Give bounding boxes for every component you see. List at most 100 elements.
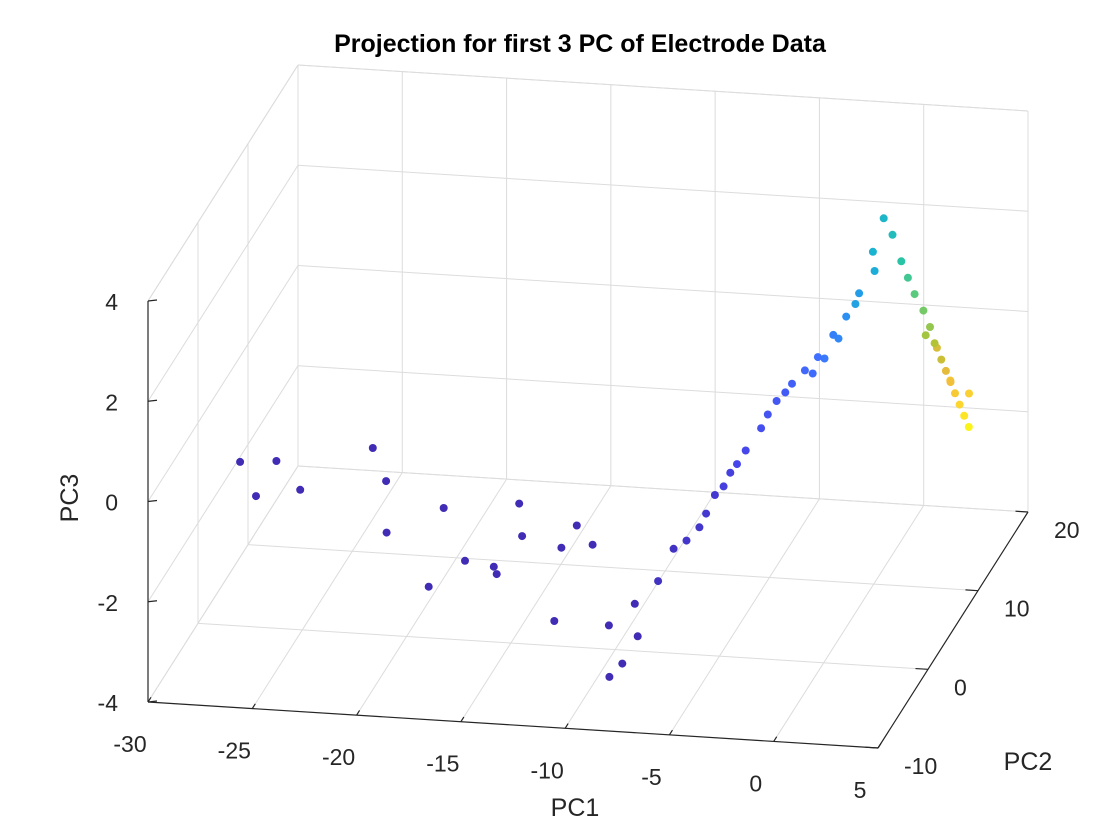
grid-line-side-z [147,365,299,603]
x-tick-mark [251,703,256,709]
x-tick-mark [147,696,152,703]
data-point [921,331,930,340]
data-point [937,355,946,364]
x-tick-label: -25 [218,738,251,764]
y-tick-label: 0 [954,674,967,700]
x-tick-label: 0 [749,770,762,796]
z-tick-label: 0 [105,490,118,516]
grid-line-side-z [147,265,299,502]
data-point [946,378,955,387]
data-point [654,577,663,586]
data-point [781,388,790,397]
data-point [820,354,829,363]
x-tick-label: -5 [641,764,661,790]
data-point [461,556,469,565]
y-tick-mark [865,746,879,749]
x-tick-label: -30 [113,731,146,757]
data-point [951,389,959,398]
z-tick-mark [147,399,158,402]
data-point [605,672,614,681]
x-tick-mark [877,742,882,749]
data-point [633,632,642,641]
data-point [772,397,781,405]
x-axis-line [147,701,879,749]
z-tick-mark [147,700,158,703]
grid-line-floor-x [564,492,716,729]
data-point [550,617,559,625]
data-point [733,460,741,469]
data-point [829,330,838,339]
data-point [800,366,809,375]
data-point [741,446,750,455]
grid-line-side-z [147,164,299,402]
y-tick-mark [1015,510,1029,513]
data-point [955,400,964,409]
data-point [763,410,772,419]
axis-layer [147,299,1029,749]
z-tick-mark [147,299,158,302]
grid-line-floor-y [197,622,929,670]
data-point [930,339,939,348]
grid-line-floor-x [773,505,925,742]
data-point [272,457,281,465]
grid-line-side-z [147,465,299,703]
z-tick-label: 4 [105,289,118,315]
y-tick-label: 20 [1054,517,1080,543]
grid-line-floor-x [669,498,820,736]
data-point [965,389,973,398]
grid-layer [147,64,1029,749]
data-point [726,468,735,477]
y-tick-label: 10 [1004,596,1030,622]
data-point [702,509,711,518]
x-tick-label: 5 [854,777,867,803]
data-point [669,544,678,553]
data-point [557,543,566,552]
grid-line-back-z [297,265,1029,312]
z-tick-mark [147,600,158,603]
data-point [855,289,864,298]
data-point [919,306,928,315]
data-point [888,230,897,239]
data-point [489,562,498,571]
grid-line-back-z [297,164,1029,212]
grid-line-floor-x [356,478,507,716]
data-point [757,424,766,433]
data-point [604,621,613,630]
x-tick-label: -15 [426,751,459,777]
y-tick-label: -10 [904,753,937,779]
data-point [518,532,527,541]
chart-title: Projection for first 3 PC of Electrode D… [334,30,827,58]
x-tick-mark [460,716,465,723]
data-point [870,267,879,275]
data-point [682,536,691,545]
z-tick-mark [147,499,158,503]
data-point [588,540,597,549]
box-edge-top-side [147,64,299,302]
data-point [424,582,433,591]
y-tick-mark [915,667,929,670]
z-tick-label: -2 [98,590,118,616]
data-point [382,528,391,537]
data-point [492,570,501,579]
data-point [368,444,377,452]
x-tick-mark [564,723,569,729]
data-point [618,659,627,668]
z-tick-label: 2 [105,389,118,415]
data-point [710,491,719,499]
data-point [382,477,391,486]
data-point [236,457,245,466]
data-point [630,599,639,608]
data-point [515,499,524,508]
data-point [897,257,906,266]
data-point [960,411,969,420]
z-axis-label: PC3 [56,474,84,523]
data-point [808,369,817,378]
data-point [788,379,796,388]
x-axis-label: PC1 [551,794,600,822]
data-point [719,482,728,491]
data-point [903,273,912,282]
box-edge-top-back [297,64,1029,112]
data-point [851,300,860,308]
data-point [941,366,950,375]
